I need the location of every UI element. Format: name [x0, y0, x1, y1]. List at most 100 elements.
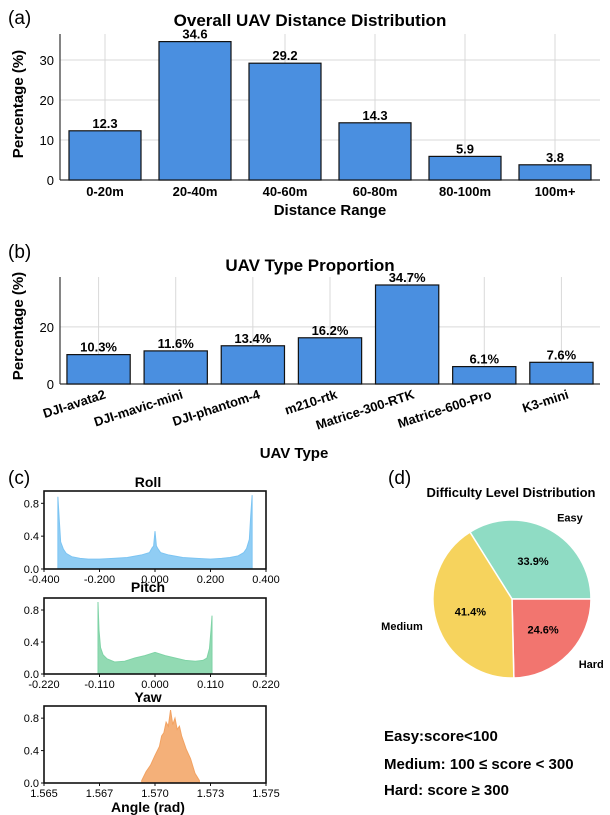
- x-tick-label: 1.573: [197, 788, 225, 800]
- data-label: 10.3%: [80, 340, 117, 355]
- bar: [338, 122, 412, 181]
- note-medium: Medium: 100 ≤ score < 300: [384, 756, 574, 773]
- x-tick-label: -0.110: [84, 679, 114, 691]
- histogram-area: [141, 709, 200, 784]
- histogram-area: [97, 601, 213, 675]
- data-label: 29.2: [272, 48, 297, 63]
- panel-c-tag: (c): [8, 468, 30, 489]
- bar: [66, 354, 131, 385]
- chart-b-plot: 02010.3%DJI-avata211.6%DJI-mavic-mini13.…: [40, 270, 600, 433]
- y-tick-label: 0.8: [24, 605, 39, 617]
- chart-a-title: Overall UAV Distance Distribution: [174, 11, 447, 30]
- chart-c-plots: 0.00.40.8-0.400 -0.200 0.000 0.200 0.4000.00…: [24, 490, 280, 800]
- panel-b: (b) UAV Type Proportion 02010.3%DJI-avat…: [8, 242, 600, 462]
- bar: [220, 345, 286, 385]
- y-tick-label: 0.4: [24, 637, 39, 649]
- x-tick-label: 0.400: [252, 574, 280, 586]
- y-tick-label: 0.8: [24, 498, 39, 510]
- chart-c-yaw-title: Yaw: [134, 689, 161, 705]
- y-tick-label: 0: [47, 377, 54, 392]
- data-label: 34.7%: [389, 270, 426, 285]
- data-label: 13.4%: [234, 331, 271, 346]
- pie-slice: [432, 531, 515, 679]
- x-tick-label: 0.000: [141, 574, 169, 586]
- y-tick-label: 0.0: [24, 669, 39, 681]
- x-tick-label: 1.575: [252, 788, 280, 800]
- y-tick-label: 0.0: [24, 778, 39, 790]
- x-tick-label: 20-40m: [173, 184, 218, 199]
- x-tick-label: -0.220: [28, 679, 59, 691]
- bar: [143, 350, 208, 385]
- panel-a-tag: (a): [8, 8, 31, 29]
- bar: [518, 164, 592, 181]
- y-tick-label: 0.4: [24, 746, 39, 758]
- slice-label: Easy: [557, 512, 584, 524]
- pie-slice: [511, 598, 592, 679]
- bar: [529, 361, 594, 385]
- chart-c-roll-title: Roll: [135, 474, 161, 490]
- x-tick-label: DJI-mavic-mini: [92, 387, 185, 430]
- bar: [68, 130, 142, 181]
- data-label: 11.6%: [158, 336, 195, 351]
- x-tick-label: 0.200: [197, 574, 225, 586]
- panel-d-tag: (d): [388, 468, 411, 489]
- slice-label: Medium: [381, 621, 423, 633]
- x-tick-label: 1.565: [30, 788, 58, 800]
- panel-d: (d) Difficulty Level Distribution 33.9% E…: [381, 468, 604, 679]
- y-tick-label: 0.0: [24, 564, 39, 576]
- x-tick-label: 0-20m: [86, 184, 124, 199]
- bar: [297, 337, 363, 385]
- data-label: 14.3: [362, 108, 387, 123]
- x-tick-label: 60-80m: [353, 184, 398, 199]
- chart-c-pitch-title: Pitch: [131, 579, 165, 595]
- histogram-area: [57, 495, 253, 570]
- x-tick-label: -0.200: [84, 574, 115, 586]
- bar: [374, 284, 440, 385]
- x-tick-label: 1.570: [141, 788, 169, 800]
- data-label: 34.6: [182, 27, 207, 42]
- data-label: 12.3: [92, 116, 117, 131]
- bar: [248, 62, 322, 181]
- x-tick-label: K3-mini: [520, 387, 570, 416]
- chart-a-ylabel: Percentage (%): [10, 50, 27, 158]
- bar: [158, 40, 232, 181]
- slice-percent-label: 33.9%: [517, 556, 548, 568]
- x-tick-label: 1.567: [86, 788, 114, 800]
- data-label: 5.9: [456, 141, 474, 156]
- bar: [452, 365, 517, 385]
- slice-percent-label: 41.4%: [455, 607, 486, 619]
- y-tick-label: 30: [40, 53, 54, 68]
- y-tick-label: 0: [47, 173, 54, 188]
- data-label: 16.2%: [312, 323, 349, 338]
- chart-a-xlabel: Distance Range: [274, 202, 387, 219]
- x-tick-label: 80-100m: [439, 184, 491, 199]
- panel-c: (c) Roll Pitch Yaw 0.0 0.4 0.8 -0.400 -0.200…: [8, 468, 280, 815]
- data-label: 6.1%: [469, 352, 499, 367]
- x-tick-label: 0.110: [197, 679, 224, 691]
- x-tick-label: -0.400: [28, 574, 59, 586]
- y-tick-label: 0.4: [24, 531, 39, 543]
- y-tick-label: 10: [40, 133, 54, 148]
- data-label: 7.6%: [547, 347, 577, 362]
- note-hard: Hard: score ≥ 300: [384, 782, 509, 799]
- chart-d-title: Difficulty Level Distribution: [426, 485, 595, 500]
- y-tick-label: 20: [40, 93, 54, 108]
- chart-d-pie: 33.9% Easy 24.6% Hard 41.4% Medium: [381, 512, 604, 679]
- x-tick-label: 0.220: [252, 679, 280, 691]
- chart-b-ylabel: Percentage (%): [10, 272, 27, 380]
- chart-a-plot: 0 10 20 30 12.3 0-20m 34.6 20-40m 29.2 40-60m 14.3…: [40, 27, 600, 199]
- data-label: 3.8: [546, 150, 564, 165]
- slice-percent-label: 24.6%: [527, 624, 558, 636]
- chart-b-xlabel: UAV Type: [260, 445, 329, 462]
- bar: [428, 155, 502, 181]
- chart-b-title: UAV Type Proportion: [225, 256, 394, 275]
- y-tick-label: 20: [40, 320, 54, 335]
- x-tick-label: DJI-phantom-4: [171, 386, 263, 429]
- x-tick-label: 100m+: [535, 184, 576, 199]
- chart-c-xlabel: Angle (rad): [111, 799, 185, 815]
- note-easy: Easy:score<100: [384, 728, 498, 745]
- x-tick-label: 40-60m: [263, 184, 308, 199]
- slice-label: Hard: [579, 659, 604, 671]
- x-tick-label: 0.000: [141, 679, 169, 691]
